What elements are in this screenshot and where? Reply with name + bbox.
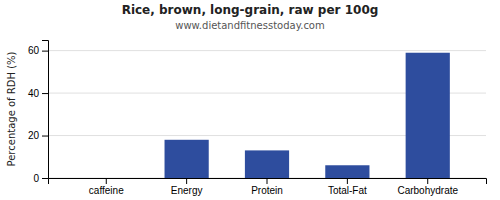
y-axis-line (42, 41, 49, 179)
chart-container: Rice, brown, long-grain, raw per 100g www… (0, 0, 500, 200)
x-tick-mark (347, 178, 348, 184)
x-axis: caffeine Energy Protein Total-Fat Carbohydra… (49, 178, 487, 196)
x-tick-mark (427, 178, 428, 184)
y-tick-mark (42, 51, 48, 52)
y-tick-mark (42, 136, 48, 137)
y-tick-label: 40 (28, 88, 40, 99)
bar (325, 165, 369, 178)
x-tick-label: caffeine (89, 185, 124, 196)
x-tick-mark (106, 178, 107, 184)
subtitle: www.dietandfitnesstoday.com (175, 20, 324, 31)
x-axis-line (49, 179, 487, 185)
y-tick: 60 (28, 45, 48, 56)
y-axis-title: Percentage of RDH (%) (6, 51, 17, 166)
x-tick-label: Carbohydrate (397, 185, 458, 196)
bars (165, 53, 450, 178)
x-tick: Carbohydrate (397, 178, 458, 196)
x-tick: Energy (171, 178, 203, 196)
x-tick-mark (267, 178, 268, 184)
chart: Rice, brown, long-grain, raw per 100g www… (0, 0, 500, 200)
y-tick-label: 60 (28, 45, 40, 56)
plot-area: caffeine Energy Protein Total-Fat Carbohydra… (28, 41, 487, 197)
x-tick-label: Protein (251, 185, 283, 196)
x-tick: Total-Fat (328, 178, 367, 196)
y-axis: 0 20 40 60 (28, 41, 49, 184)
y-tick: 40 (28, 88, 48, 99)
bar (406, 53, 450, 178)
y-tick-label: 20 (28, 130, 40, 141)
y-tick-label: 0 (33, 173, 39, 184)
bar (165, 140, 209, 178)
x-tick-mark (186, 178, 187, 184)
x-tick-label: Total-Fat (328, 185, 367, 196)
grid (48, 51, 486, 178)
x-tick: Protein (251, 178, 283, 196)
bar (245, 150, 289, 178)
x-tick: caffeine (89, 178, 124, 196)
x-tick-label: Energy (171, 185, 203, 196)
y-tick: 0 (33, 173, 48, 184)
bar (84, 178, 128, 179)
y-tick: 20 (28, 130, 48, 141)
y-tick-mark (42, 93, 48, 94)
y-tick-mark (42, 178, 48, 179)
grid-line (48, 50, 486, 51)
title: Rice, brown, long-grain, raw per 100g (122, 3, 379, 17)
